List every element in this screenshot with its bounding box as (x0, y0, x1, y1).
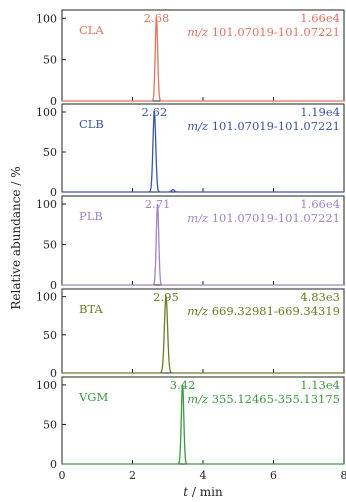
y-tick-label: 100 (36, 106, 57, 119)
mz-range: 669.32981-669.34319 (208, 304, 340, 318)
intensity-label-plb: 1.66e4 (300, 197, 340, 211)
compound-name-bta: BTA (79, 302, 103, 316)
trace-plb (62, 203, 344, 286)
mz-range: 101.07019-101.07221 (208, 211, 340, 225)
y-tick-label: 100 (36, 291, 57, 304)
y-tick-label: 50 (43, 418, 57, 431)
x-tick-label: 2 (129, 469, 136, 482)
y-tick-label: 0 (50, 95, 57, 108)
trace-clb (62, 111, 344, 193)
y-tick-label: 50 (43, 146, 57, 159)
peak-label-plb: 2.71 (145, 197, 171, 211)
intensity-label-cla: 1.66e4 (300, 11, 340, 25)
mz-prefix: m/z (187, 304, 209, 318)
mz-prefix: m/z (187, 211, 209, 225)
mz-range: 101.07019-101.07221 (208, 119, 340, 133)
mz-range-label-bta: m/z 669.32981-669.34319 (187, 304, 340, 318)
mz-range-label-clb: m/z 101.07019-101.07221 (187, 119, 340, 133)
x-axis-variable: t (183, 485, 188, 499)
mz-prefix: m/z (187, 25, 209, 39)
y-tick-label: 0 (50, 186, 57, 199)
y-tick-label: 50 (43, 54, 57, 67)
mz-prefix: m/z (187, 119, 209, 133)
mz-range: 355.12465-355.13175 (208, 392, 340, 406)
mz-range-label-vgm: m/z 355.12465-355.13175 (187, 392, 340, 406)
y-tick-label: 0 (50, 458, 57, 471)
compound-name-clb: CLB (79, 117, 104, 131)
y-tick-label: 100 (36, 379, 57, 392)
compound-name-vgm: VGM (78, 390, 108, 404)
x-tick-label: 8 (341, 469, 346, 482)
mz-prefix: m/z (187, 392, 209, 406)
compound-name-plb: PLB (79, 209, 103, 223)
compound-name-cla: CLA (79, 23, 104, 37)
y-tick-label: 0 (50, 367, 57, 380)
x-axis-unit: / min (188, 485, 223, 499)
y-tick-label: 0 (50, 279, 57, 292)
mz-range: 101.07019-101.07221 (208, 25, 340, 39)
x-axis-label: t / min (183, 485, 223, 499)
y-axis-label: Relative abundance / % (9, 166, 23, 309)
x-tick-label: 4 (200, 469, 207, 482)
y-tick-label: 50 (43, 239, 57, 252)
x-tick-label: 0 (59, 469, 66, 482)
peak-label-clb: 2.62 (142, 105, 168, 119)
y-tick-label: 50 (43, 329, 57, 342)
intensity-label-vgm: 1.13e4 (300, 378, 340, 392)
y-tick-label: 100 (36, 198, 57, 211)
peak-label-bta: 2.95 (153, 290, 179, 304)
trace-vgm (62, 384, 344, 465)
mz-range-label-cla: m/z 101.07019-101.07221 (187, 25, 340, 39)
peak-label-cla: 2.68 (144, 11, 170, 25)
intensity-label-clb: 1.19e4 (300, 105, 340, 119)
peak-label-vgm: 3.42 (170, 378, 196, 392)
trace-bta (62, 294, 344, 374)
trace-cla (62, 18, 344, 102)
mz-range-label-plb: m/z 101.07019-101.07221 (187, 211, 340, 225)
x-tick-label: 6 (270, 469, 277, 482)
intensity-label-bta: 4.83e3 (300, 290, 340, 304)
y-tick-label: 100 (36, 12, 57, 25)
